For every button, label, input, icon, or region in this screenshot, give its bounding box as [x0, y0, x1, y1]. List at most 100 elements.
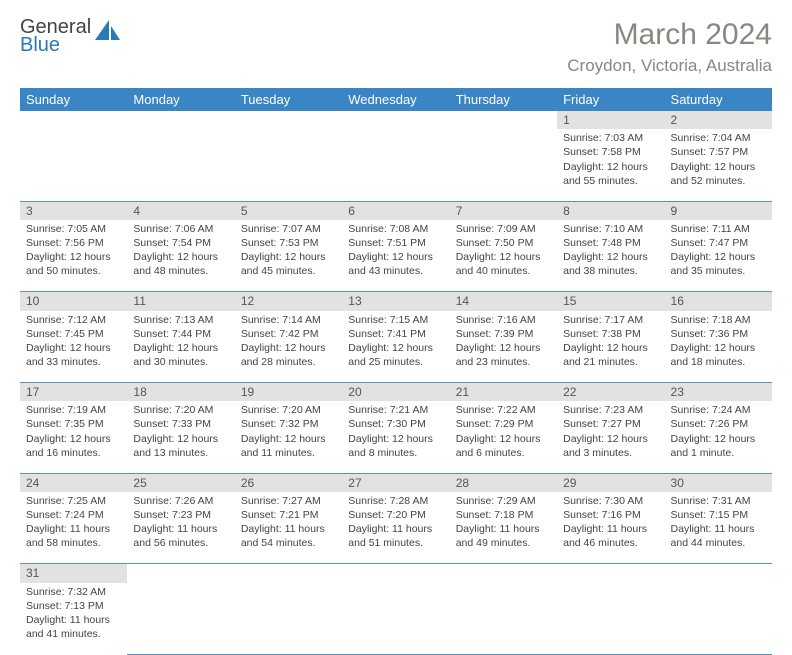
cell-line: and 46 minutes. [563, 536, 658, 550]
day-header: Tuesday [235, 88, 342, 111]
day-cell: Sunrise: 7:11 AMSunset: 7:47 PMDaylight:… [665, 220, 772, 292]
day-number: 16 [665, 292, 772, 311]
cell-line: Sunrise: 7:20 AM [133, 403, 228, 417]
day-number [665, 564, 772, 583]
cell-line: Daylight: 12 hours [671, 432, 766, 446]
cell-line: Sunrise: 7:28 AM [348, 494, 443, 508]
day-cell: Sunrise: 7:30 AMSunset: 7:16 PMDaylight:… [557, 492, 664, 564]
day-cell: Sunrise: 7:20 AMSunset: 7:33 PMDaylight:… [127, 401, 234, 473]
day-number: 6 [342, 201, 449, 220]
day-number: 21 [450, 383, 557, 402]
day-header: Saturday [665, 88, 772, 111]
day-cell [342, 583, 449, 655]
cell-line: and 18 minutes. [671, 355, 766, 369]
day-cell: Sunrise: 7:32 AMSunset: 7:13 PMDaylight:… [20, 583, 127, 655]
day-number: 20 [342, 383, 449, 402]
location: Croydon, Victoria, Australia [567, 56, 772, 76]
cell-line: Daylight: 12 hours [563, 341, 658, 355]
cell-line: Sunrise: 7:17 AM [563, 313, 658, 327]
day-number [20, 111, 127, 129]
logo-word-2: Blue [20, 34, 60, 56]
day-header: Sunday [20, 88, 127, 111]
cell-line: Daylight: 12 hours [671, 341, 766, 355]
day-number: 11 [127, 292, 234, 311]
cell-line: and 55 minutes. [563, 174, 658, 188]
day-cell: Sunrise: 7:08 AMSunset: 7:51 PMDaylight:… [342, 220, 449, 292]
day-number [557, 564, 664, 583]
day-cell: Sunrise: 7:31 AMSunset: 7:15 PMDaylight:… [665, 492, 772, 564]
cell-line: and 28 minutes. [241, 355, 336, 369]
cell-line: and 13 minutes. [133, 446, 228, 460]
week-row: Sunrise: 7:19 AMSunset: 7:35 PMDaylight:… [20, 401, 772, 473]
day-number: 18 [127, 383, 234, 402]
cell-line: Sunrise: 7:07 AM [241, 222, 336, 236]
day-cell: Sunrise: 7:12 AMSunset: 7:45 PMDaylight:… [20, 311, 127, 383]
cell-line: Daylight: 12 hours [456, 432, 551, 446]
cell-line: Sunrise: 7:27 AM [241, 494, 336, 508]
cell-line: Sunset: 7:27 PM [563, 417, 658, 431]
cell-line: Daylight: 12 hours [456, 341, 551, 355]
cell-line: Sunset: 7:16 PM [563, 508, 658, 522]
day-number [342, 111, 449, 129]
day-cell: Sunrise: 7:03 AMSunset: 7:58 PMDaylight:… [557, 129, 664, 201]
cell-line: Sunset: 7:33 PM [133, 417, 228, 431]
day-cell: Sunrise: 7:25 AMSunset: 7:24 PMDaylight:… [20, 492, 127, 564]
cell-line: and 16 minutes. [26, 446, 121, 460]
title-block: March 2024 Croydon, Victoria, Australia [567, 18, 772, 76]
cell-line: Sunset: 7:53 PM [241, 236, 336, 250]
day-number: 1 [557, 111, 664, 129]
day-cell: Sunrise: 7:15 AMSunset: 7:41 PMDaylight:… [342, 311, 449, 383]
day-cell: Sunrise: 7:07 AMSunset: 7:53 PMDaylight:… [235, 220, 342, 292]
day-cell: Sunrise: 7:16 AMSunset: 7:39 PMDaylight:… [450, 311, 557, 383]
day-number: 8 [557, 201, 664, 220]
day-cell: Sunrise: 7:09 AMSunset: 7:50 PMDaylight:… [450, 220, 557, 292]
day-cell [450, 129, 557, 201]
cell-line: Sunset: 7:29 PM [456, 417, 551, 431]
day-number: 5 [235, 201, 342, 220]
day-cell [665, 583, 772, 655]
cell-line: Sunrise: 7:30 AM [563, 494, 658, 508]
cell-line: Sunset: 7:44 PM [133, 327, 228, 341]
cell-line: Sunset: 7:30 PM [348, 417, 443, 431]
day-number: 22 [557, 383, 664, 402]
cell-line: Sunset: 7:36 PM [671, 327, 766, 341]
cell-line: Sunset: 7:51 PM [348, 236, 443, 250]
cell-line: Sunrise: 7:32 AM [26, 585, 121, 599]
cell-line: Sunrise: 7:09 AM [456, 222, 551, 236]
cell-line: and 50 minutes. [26, 264, 121, 278]
day-number: 30 [665, 473, 772, 492]
day-number: 25 [127, 473, 234, 492]
cell-line: Sunrise: 7:23 AM [563, 403, 658, 417]
day-cell [20, 129, 127, 201]
day-number: 9 [665, 201, 772, 220]
day-number: 2 [665, 111, 772, 129]
day-cell: Sunrise: 7:14 AMSunset: 7:42 PMDaylight:… [235, 311, 342, 383]
cell-line: and 38 minutes. [563, 264, 658, 278]
daynum-row: 12 [20, 111, 772, 129]
cell-line: Sunrise: 7:22 AM [456, 403, 551, 417]
day-number: 3 [20, 201, 127, 220]
cell-line: Daylight: 12 hours [348, 341, 443, 355]
day-cell [235, 129, 342, 201]
day-number [342, 564, 449, 583]
day-number: 31 [20, 564, 127, 583]
cell-line: Daylight: 12 hours [133, 341, 228, 355]
day-cell [127, 583, 234, 655]
week-row: Sunrise: 7:03 AMSunset: 7:58 PMDaylight:… [20, 129, 772, 201]
cell-line: and 45 minutes. [241, 264, 336, 278]
cell-line: Sunset: 7:41 PM [348, 327, 443, 341]
cell-line: Sunset: 7:13 PM [26, 599, 121, 613]
cell-line: Sunset: 7:39 PM [456, 327, 551, 341]
cell-line: Sunset: 7:50 PM [456, 236, 551, 250]
day-number [450, 564, 557, 583]
day-header: Wednesday [342, 88, 449, 111]
day-number: 13 [342, 292, 449, 311]
cell-line: Sunset: 7:32 PM [241, 417, 336, 431]
page-title: March 2024 [567, 18, 772, 52]
cell-line: Daylight: 11 hours [133, 522, 228, 536]
cell-line: Sunset: 7:35 PM [26, 417, 121, 431]
cell-line: and 30 minutes. [133, 355, 228, 369]
day-number: 12 [235, 292, 342, 311]
cell-line: Sunrise: 7:05 AM [26, 222, 121, 236]
day-cell [235, 583, 342, 655]
